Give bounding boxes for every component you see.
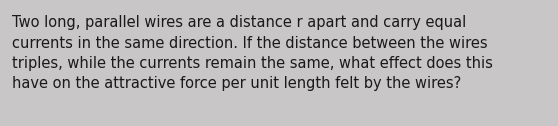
Text: Two long, parallel wires are a distance r apart and carry equal
currents in the : Two long, parallel wires are a distance …: [12, 15, 493, 91]
